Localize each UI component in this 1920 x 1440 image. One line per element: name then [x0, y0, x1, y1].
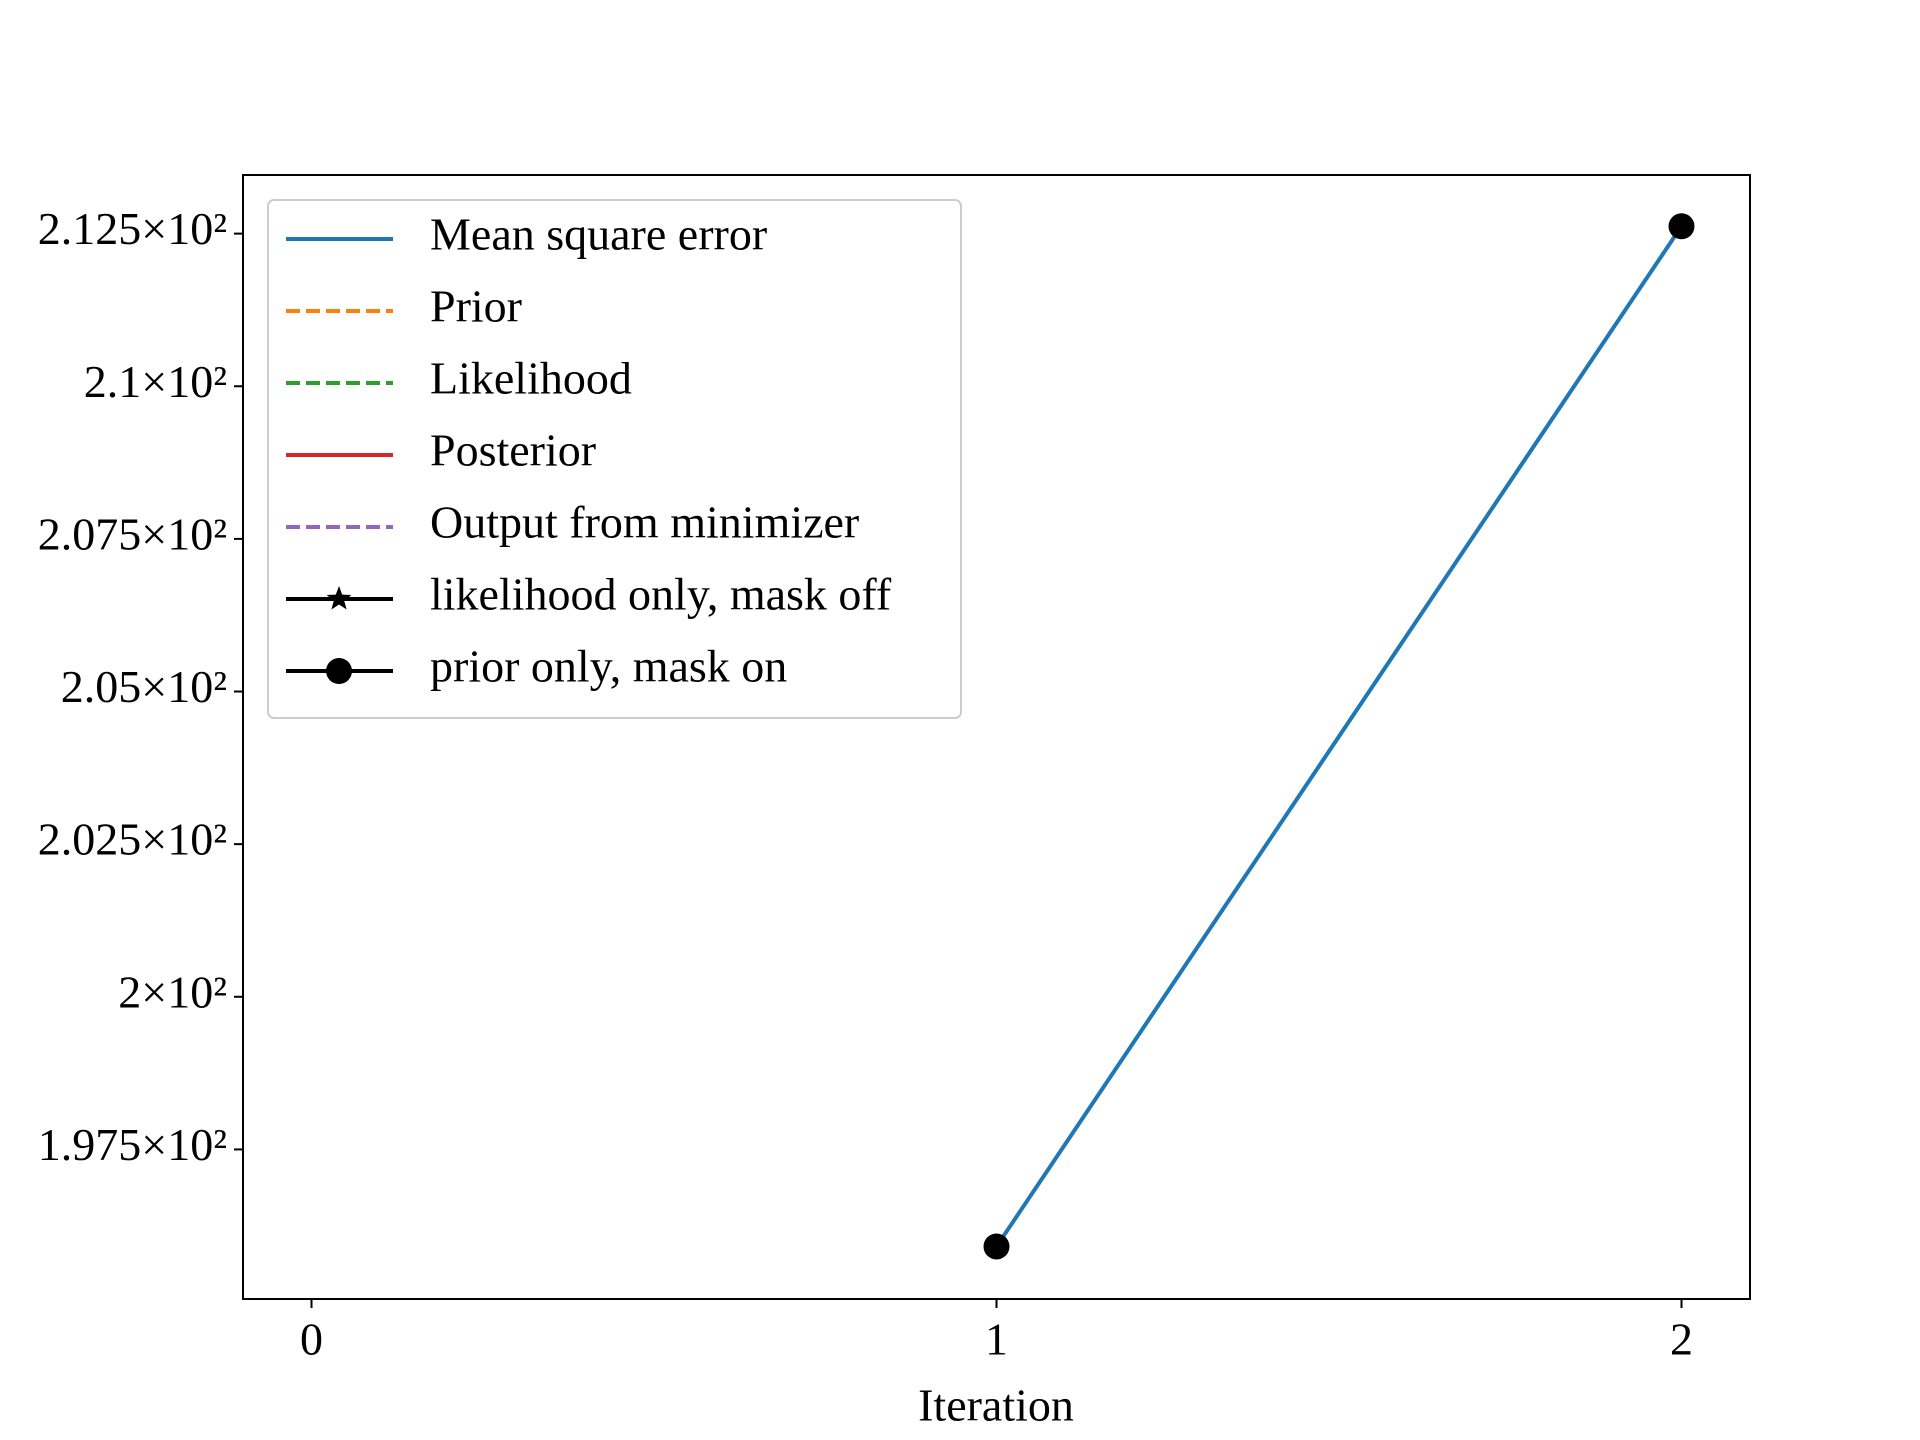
y-tick-label: 2.1×10²	[84, 356, 227, 407]
legend-label: Prior	[430, 281, 522, 332]
legend-label: Mean square error	[430, 209, 767, 260]
marker	[1668, 213, 1695, 240]
legend-marker	[326, 658, 352, 684]
x-axis-label: Iteration	[918, 1380, 1074, 1431]
series-line	[994, 225, 1684, 1248]
legend-box	[267, 199, 962, 719]
legend-label: Output from minimizer	[430, 497, 859, 548]
legend-label: likelihood only, mask off	[430, 569, 892, 620]
plot-frame	[242, 174, 1751, 1300]
marker	[983, 1233, 1010, 1260]
y-tick-label: 2.075×10²	[38, 508, 227, 559]
y-tick-label: 2.125×10²	[38, 203, 227, 254]
legend-label: Posterior	[430, 425, 596, 476]
y-tick-label: 1.975×10²	[38, 1119, 227, 1170]
legend-label: prior only, mask on	[430, 641, 787, 692]
x-tick-label: 2	[1670, 1314, 1693, 1365]
y-tick-label: 2.025×10²	[38, 814, 227, 865]
legend-marker	[326, 586, 352, 610]
x-tick-label: 1	[985, 1314, 1008, 1365]
y-tick-label: 2.05×10²	[61, 661, 227, 712]
y-tick-label: 2×10²	[118, 966, 227, 1017]
x-tick-label: 0	[300, 1314, 323, 1365]
legend-label: Likelihood	[430, 353, 632, 404]
